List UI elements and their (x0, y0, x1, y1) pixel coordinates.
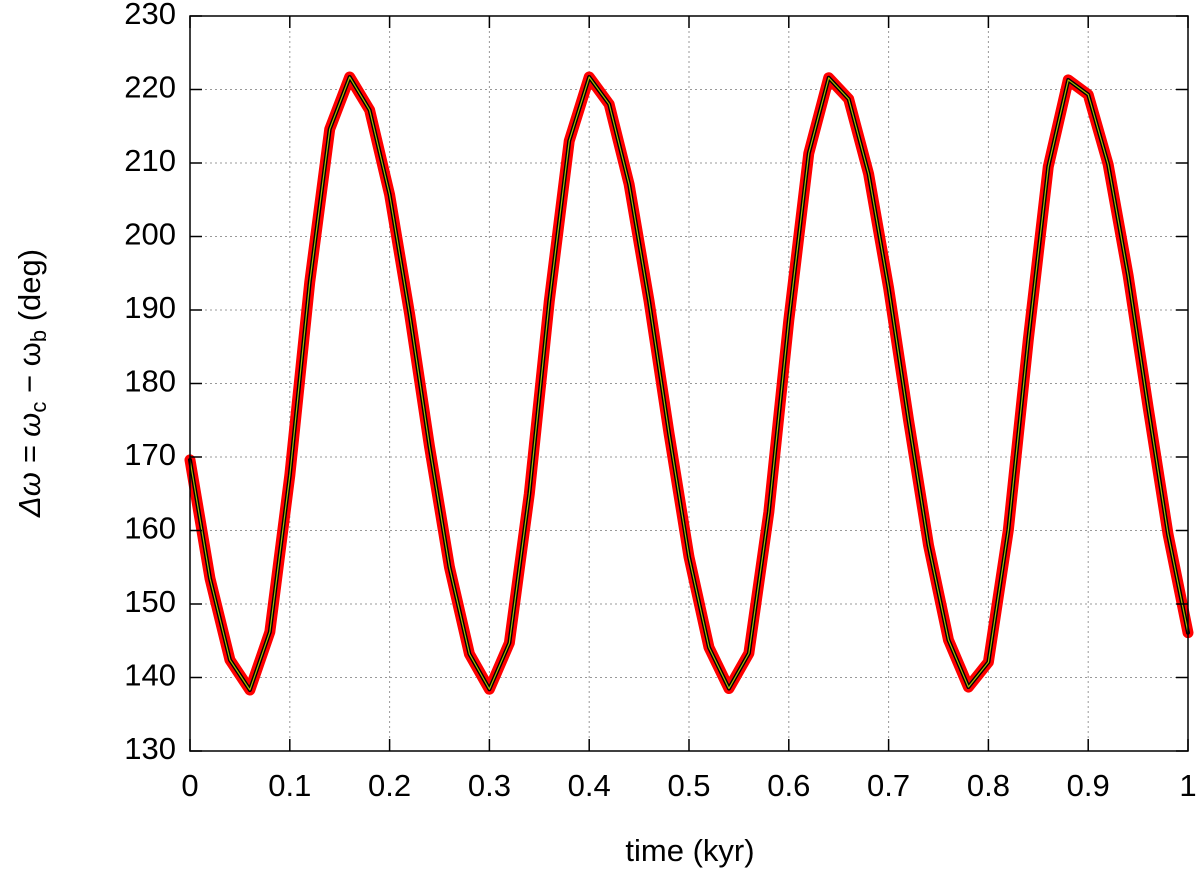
x-tick-label: 0.3 (468, 768, 511, 803)
y-tick-label: 160 (124, 511, 176, 546)
y-tick-label: 130 (124, 731, 176, 766)
y-tick-label: 210 (124, 143, 176, 178)
y-tick-label: 170 (124, 437, 176, 472)
y-label-part: (deg) (12, 249, 47, 330)
y-label-part: Δω = ω (12, 413, 47, 518)
x-axis-label: time (kyr) (625, 833, 754, 868)
x-tick-label: 0.6 (767, 768, 810, 803)
x-tick-label: 0.8 (967, 768, 1010, 803)
x-tick-label: 0.7 (867, 768, 910, 803)
y-tick-label: 230 (124, 0, 176, 31)
y-label-sub: c (26, 402, 51, 413)
y-tick-label: 200 (124, 217, 176, 252)
x-tick-label: 0.4 (568, 768, 611, 803)
y-tick-label: 150 (124, 584, 176, 619)
y-label-part: − ω (12, 342, 47, 402)
y-tick-label: 180 (124, 364, 176, 399)
y-tick-label: 190 (124, 290, 176, 325)
x-tick-label: 0.9 (1067, 768, 1110, 803)
plot-area (184, 71, 1194, 696)
y-label-sub: b (26, 330, 51, 342)
x-tick-label: 1 (1179, 768, 1196, 803)
x-tick-label: 0.5 (667, 768, 710, 803)
x-tick-label: 0.2 (368, 768, 411, 803)
series-inner-line (189, 76, 1189, 691)
x-tick-label: 0 (181, 768, 198, 803)
grid (189, 15, 1189, 752)
y-tick-label: 140 (124, 658, 176, 693)
series-line (188, 75, 1190, 692)
x-tick-label: 0.1 (268, 768, 311, 803)
y-tick-label: 220 (124, 70, 176, 105)
y-axis-label: Δω = ωc − ωb (deg) (12, 249, 51, 518)
noise-band (184, 71, 1194, 696)
